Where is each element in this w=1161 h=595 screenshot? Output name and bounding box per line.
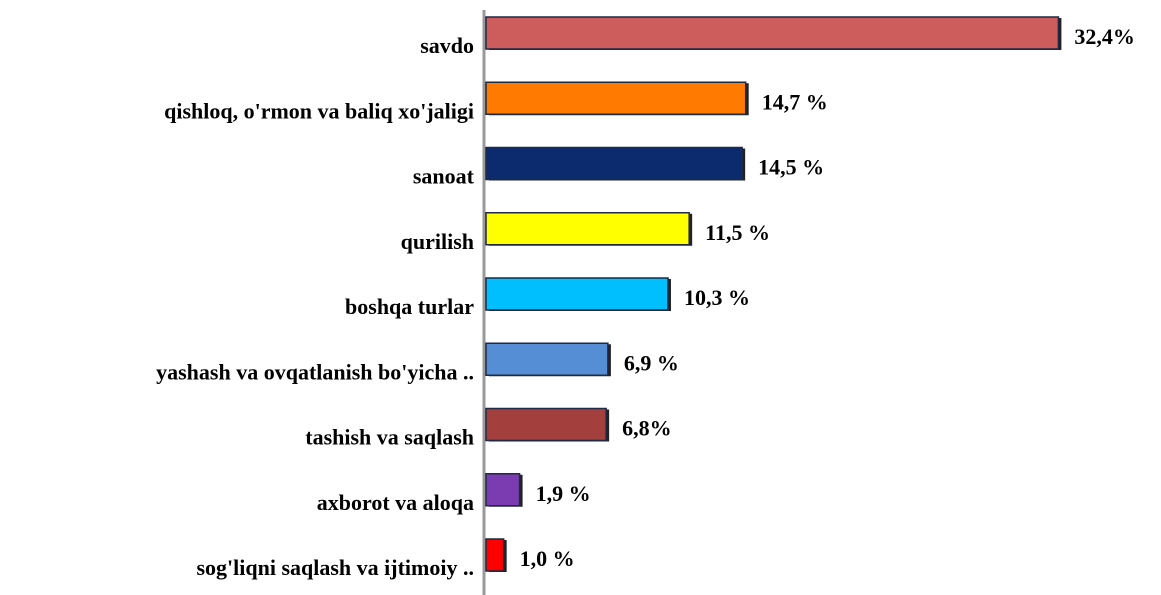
bar [485, 16, 1060, 50]
bar [485, 342, 609, 376]
category-label: qurilish [401, 229, 474, 254]
value-label: 14,7 % [762, 89, 828, 114]
value-label: 10,3 % [684, 285, 750, 310]
bar [485, 407, 607, 442]
bar [485, 212, 690, 246]
bar [485, 146, 743, 181]
bar [485, 538, 505, 572]
value-label: 1,9 % [536, 481, 591, 506]
category-label: boshqa turlar [345, 294, 474, 319]
category-label: savdo [420, 33, 474, 58]
bar [485, 81, 747, 115]
value-label: 11,5 % [705, 220, 770, 245]
category-label: sog'liqni saqlash va ijtimoiy .. [196, 555, 474, 580]
value-label: 6,9 % [624, 350, 679, 375]
bar [485, 277, 669, 311]
bar [485, 473, 521, 507]
value-label: 32,4% [1074, 24, 1135, 49]
category-label: sanoat [413, 164, 475, 189]
category-label: qishloq, o'rmon va baliq xo'jaligi [164, 98, 474, 123]
category-label: axborot va aloqa [317, 490, 474, 515]
value-label: 6,8% [622, 416, 672, 441]
category-label: tashish va saqlash [305, 425, 474, 450]
value-label: 1,0 % [520, 546, 575, 571]
value-label: 14,5 % [758, 155, 824, 180]
category-label: yashash va ovqatlanish bo'yicha .. [156, 359, 474, 384]
